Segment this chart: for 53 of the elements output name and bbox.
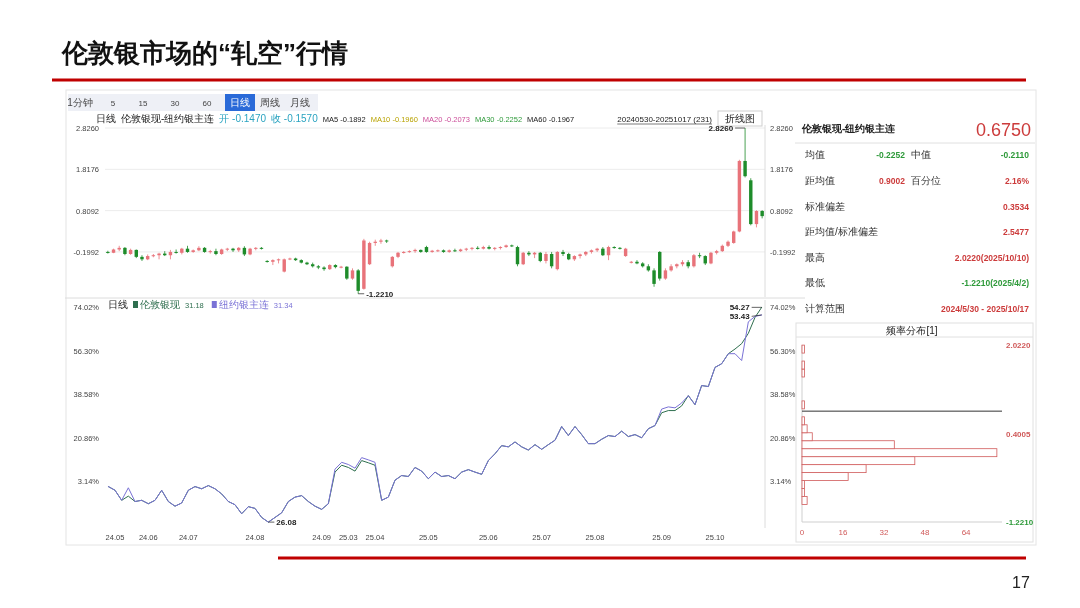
text: 17 (1012, 574, 1030, 591)
legend-label: 纽约银主连 (218, 299, 269, 310)
text: 中值 (911, 149, 931, 160)
text: 0.9002 (879, 176, 906, 186)
text: 伦敦银现-纽约银主连 (121, 113, 215, 124)
x-tick-label: 32 (879, 528, 890, 537)
text: -1.2210(2025/4/2) (961, 278, 1030, 288)
y-tick-label: 2.0220 (1006, 341, 1032, 350)
text: 开 -0.1470 (219, 113, 267, 124)
text: 5 (110, 99, 116, 108)
text: 计算范围 (805, 303, 845, 314)
text: 日线 (96, 113, 116, 124)
text: 最高 (805, 252, 825, 263)
text: 2024/5/30 - 2025/10/17 (941, 304, 1030, 314)
y-tick-label: 0.4005 (1006, 429, 1032, 439)
text: 距均值/标准偏差 (805, 226, 878, 237)
text: 2.0220(2025/10/10) (954, 253, 1030, 263)
x-tick-label: 16 (838, 528, 849, 537)
text: 均值 (804, 149, 825, 160)
text: 最低 (805, 277, 825, 288)
x-tick-label: 64 (961, 528, 972, 537)
text: 百分位 (911, 175, 941, 186)
text: 距均值 (805, 175, 835, 186)
text: 0.6750 (975, 120, 1031, 140)
annotation: 2.8260 (708, 124, 734, 134)
legend-label: 伦敦银现 (140, 299, 180, 310)
text: 日线 (230, 97, 250, 108)
text: 折线图 (725, 113, 755, 124)
text: 周线 (260, 97, 280, 108)
text: 2.16% (1004, 176, 1030, 186)
text: -0.2110 (1000, 150, 1030, 160)
text: 60 (202, 99, 212, 108)
text: 收 -0.1570 (271, 113, 319, 124)
text: -0.2252 (876, 150, 906, 160)
text: 0.3534 (1003, 202, 1030, 212)
text: 伦敦银现-纽约银主连 (801, 123, 897, 134)
x-tick-label: 48 (920, 528, 931, 537)
text: 2.5477 (1003, 227, 1030, 237)
text: 20240530-20251017 (231) (617, 115, 713, 124)
annotation: -1.2210 (366, 289, 394, 299)
x-tick-label: 0 (799, 528, 805, 537)
text: 1分钟 (67, 97, 93, 108)
annotation: 26.08 (276, 518, 297, 528)
chart-title: 频率分布[1] (886, 325, 938, 336)
chart-title: 伦敦银市场的“轧空”行情 (61, 38, 348, 68)
text: 标准偏差 (804, 201, 845, 212)
annotation: 日线 (108, 299, 128, 310)
text: 30 (170, 99, 180, 108)
text: 月线 (290, 97, 310, 108)
text: 15 (138, 99, 148, 108)
annotation: 53.43 (729, 312, 751, 322)
annotation: 54.27 (729, 303, 751, 313)
y-tick-label: -1.2210 (1006, 518, 1034, 527)
